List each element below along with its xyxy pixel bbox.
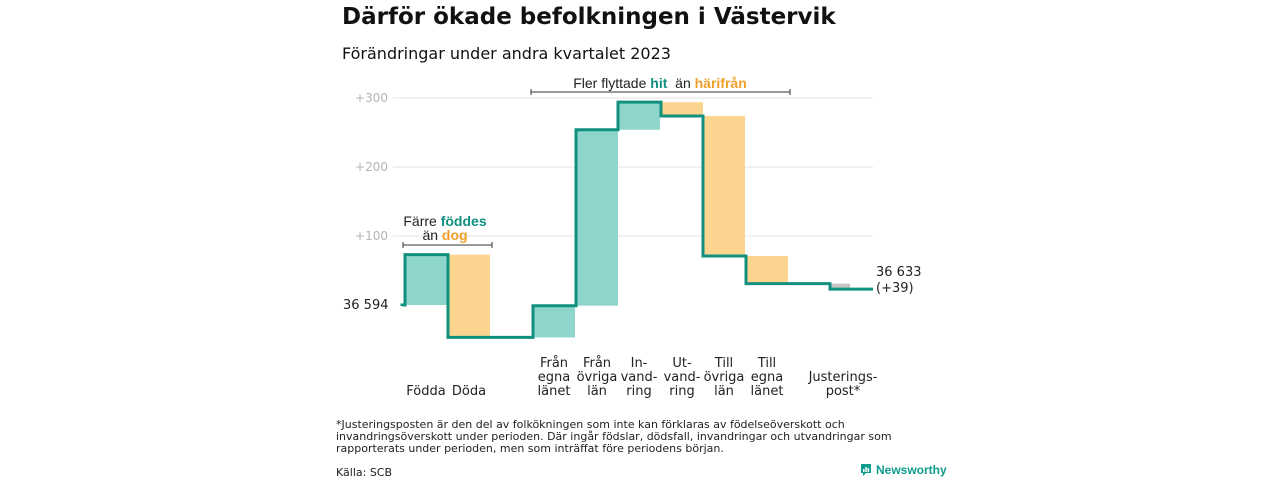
bar [533,305,575,338]
annotation-part: hit [650,75,667,91]
source-note: Källa: SCB [336,466,393,479]
category-label: vand- [664,370,701,385]
category-label: Till [757,356,776,371]
category-label: län [714,384,734,399]
brand-name: Newsworthy [876,463,947,477]
end-value-label: 36 633 [876,265,922,280]
category-label: egna [751,370,783,385]
footnote: *Justeringsposten är den del av folkökni… [336,418,892,455]
annotation-migration: Fler flyttade hit än härifrån [573,75,747,91]
annotation-part: än [422,227,441,243]
category-label: Från [583,356,611,371]
baseline-value-label: 36 594 [343,298,389,313]
bar [830,283,850,290]
brand-logo[interactable]: Newsworthy [860,463,947,477]
bar [576,129,618,306]
category-label: Döda [452,384,486,399]
category-label: vand- [621,370,658,385]
bar [618,102,660,130]
category-label: övriga [577,370,618,385]
cumulative-step-line [400,100,873,339]
bar [661,102,703,116]
bar [746,256,788,284]
annotation-births-deaths-line1: Färre föddes [403,213,486,229]
category-label: ring [669,384,694,399]
y-tick-label: +300 [355,91,388,105]
category-label: övriga [704,370,745,385]
category-label: länet [538,384,571,399]
category-label: Till [714,356,733,371]
bar [448,254,490,338]
category-label: In- [631,356,648,371]
y-tick-label: +200 [355,160,388,174]
chart-title: Därför ökade befolkningen i Västervik [342,4,836,30]
end-change-label: (+39) [876,281,914,296]
annotation-part: Fler flyttade [573,75,650,91]
category-label: ring [626,384,651,399]
category-label: länet [751,384,784,399]
annotation-part: härifrån [695,75,747,91]
bar [703,115,745,257]
category-label: län [587,384,607,399]
annotation-part: än [667,75,694,91]
annotation-part: dog [442,227,468,243]
category-label: Ut- [672,356,692,371]
bar [405,254,447,305]
chart-subtitle: Förändringar under andra kvartalet 2023 [342,44,671,63]
category-label: Födda [406,384,445,399]
category-label: post* [826,384,861,399]
bar-chart-logo-icon [861,464,871,476]
y-tick-label: +100 [355,229,388,243]
annotation-part: föddes [441,213,487,229]
annotation-births-deaths-line2: än dog [422,227,467,243]
category-label: Justerings- [808,370,878,385]
annotation-part: Färre [403,213,440,229]
category-label: Från [540,356,568,371]
category-label: egna [538,370,570,385]
